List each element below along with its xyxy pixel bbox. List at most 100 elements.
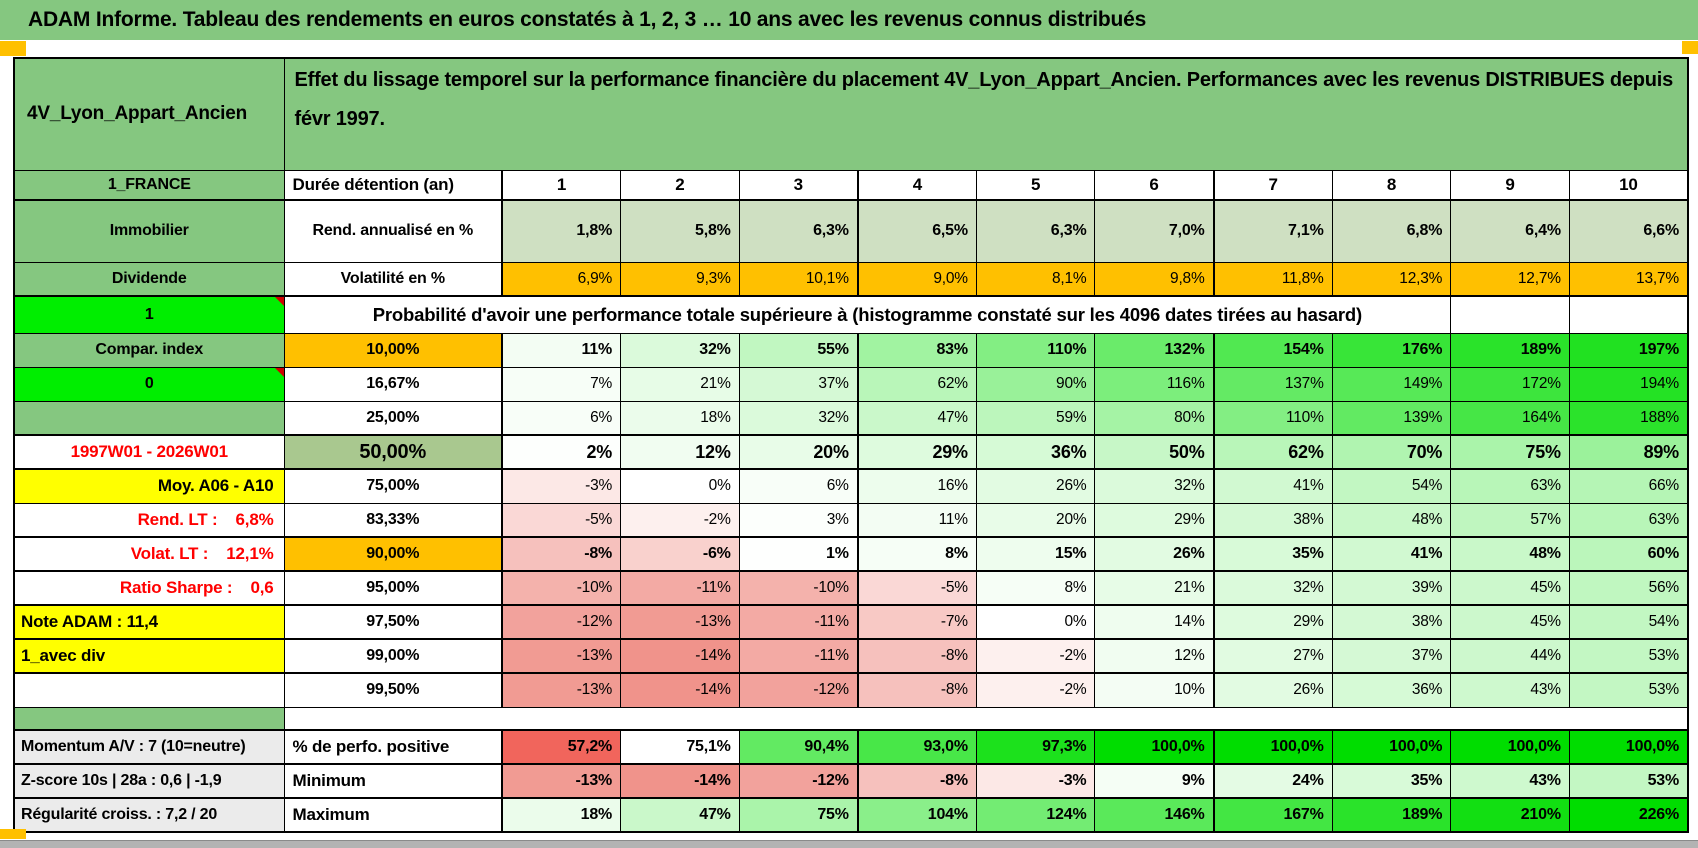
value-cell[interactable]: 13,7%: [1568, 261, 1689, 297]
horizontal-scrollbar[interactable]: [0, 840, 1698, 848]
value-cell[interactable]: 29%: [856, 434, 977, 470]
value-cell[interactable]: 6,9%: [501, 261, 622, 297]
threshold-label-cell[interactable]: 75,00%: [283, 468, 503, 504]
value-cell[interactable]: -11%: [738, 638, 859, 674]
threshold-label-cell[interactable]: 10,00%: [283, 332, 503, 368]
value-cell[interactable]: 6,6%: [1568, 199, 1689, 263]
value-cell[interactable]: 0%: [620, 468, 740, 504]
value-cell[interactable]: -2%: [975, 638, 1096, 674]
product-name-cell[interactable]: 4V_Lyon_Appart_Ancien: [13, 57, 285, 171]
value-cell[interactable]: -13%: [501, 763, 622, 799]
value-cell[interactable]: 29%: [1094, 502, 1215, 538]
value-cell[interactable]: -12%: [738, 763, 859, 799]
value-cell[interactable]: 20%: [975, 502, 1096, 538]
value-cell[interactable]: -10%: [501, 570, 622, 606]
value-cell[interactable]: -5%: [856, 570, 977, 606]
value-cell[interactable]: 37%: [1331, 638, 1452, 674]
column-header-cell[interactable]: 8: [1331, 169, 1452, 201]
column-header-cell[interactable]: 3: [738, 169, 859, 201]
value-cell[interactable]: 167%: [1212, 797, 1333, 833]
value-cell[interactable]: 6,8%: [1331, 199, 1452, 263]
title-cell[interactable]: ADAM Informe. Tableau des rendements en …: [0, 0, 1698, 40]
threshold-label-cell[interactable]: Volatilité en %: [283, 261, 503, 297]
threshold-label-cell[interactable]: Rend. annualisé en %: [283, 199, 503, 263]
threshold-label-cell[interactable]: 16,67%: [283, 366, 503, 402]
value-cell[interactable]: -5%: [501, 502, 622, 538]
value-cell[interactable]: 48%: [1331, 502, 1452, 538]
row-label-cell[interactable]: Dividende: [13, 261, 285, 297]
value-cell[interactable]: -8%: [856, 638, 977, 674]
value-cell[interactable]: 3%: [738, 502, 859, 538]
value-cell[interactable]: -7%: [856, 604, 977, 640]
row-label-cell[interactable]: 1997W01 - 2026W01: [13, 434, 285, 470]
threshold-label-cell[interactable]: % de perfo. positive: [283, 729, 503, 765]
value-cell[interactable]: 116%: [1094, 366, 1215, 402]
merged-caption-cell[interactable]: Probabilité d'avoir une performance tota…: [283, 295, 1452, 334]
threshold-label-cell[interactable]: 95,00%: [283, 570, 503, 606]
row-label-cell[interactable]: [13, 672, 285, 708]
value-cell[interactable]: 38%: [1212, 502, 1333, 538]
value-cell[interactable]: 32%: [620, 332, 740, 368]
value-cell[interactable]: -14%: [620, 672, 740, 708]
threshold-label-cell[interactable]: 90,00%: [283, 536, 503, 572]
value-cell[interactable]: 57,2%: [501, 729, 622, 765]
value-cell[interactable]: 26%: [1094, 536, 1215, 572]
value-cell[interactable]: 110%: [975, 332, 1096, 368]
value-cell[interactable]: 146%: [1094, 797, 1215, 833]
value-cell[interactable]: 226%: [1568, 797, 1689, 833]
value-cell[interactable]: 39%: [1331, 570, 1452, 606]
value-cell[interactable]: -3%: [975, 763, 1096, 799]
value-cell[interactable]: 18%: [501, 797, 622, 833]
value-cell[interactable]: 32%: [1094, 468, 1215, 504]
value-cell[interactable]: 75,1%: [620, 729, 740, 765]
threshold-label-cell[interactable]: Minimum: [283, 763, 503, 799]
value-cell[interactable]: 176%: [1331, 332, 1452, 368]
value-cell[interactable]: 189%: [1331, 797, 1452, 833]
value-cell[interactable]: 100,0%: [1331, 729, 1452, 765]
value-cell[interactable]: 90%: [975, 366, 1096, 402]
threshold-label-cell[interactable]: 25,00%: [283, 400, 503, 436]
value-cell[interactable]: 210%: [1450, 797, 1570, 833]
value-cell[interactable]: 63%: [1568, 502, 1689, 538]
value-cell[interactable]: 24%: [1212, 763, 1333, 799]
value-cell[interactable]: 100,0%: [1094, 729, 1215, 765]
value-cell[interactable]: 44%: [1450, 638, 1570, 674]
value-cell[interactable]: 21%: [620, 366, 740, 402]
value-cell[interactable]: -2%: [620, 502, 740, 538]
value-cell[interactable]: 100,0%: [1450, 729, 1570, 765]
value-cell[interactable]: 12,3%: [1331, 261, 1452, 297]
threshold-label-cell[interactable]: 99,00%: [283, 638, 503, 674]
value-cell[interactable]: 43%: [1450, 672, 1570, 708]
description-cell[interactable]: Effet du lissage temporel sur la perform…: [283, 57, 1689, 171]
value-cell[interactable]: 15%: [975, 536, 1096, 572]
value-cell[interactable]: -11%: [620, 570, 740, 606]
column-header-cell[interactable]: 6: [1094, 169, 1215, 201]
value-cell[interactable]: 9,3%: [620, 261, 740, 297]
value-cell[interactable]: -8%: [501, 536, 622, 572]
value-cell[interactable]: 53%: [1568, 672, 1689, 708]
value-cell[interactable]: 83%: [856, 332, 977, 368]
empty-cell[interactable]: [1450, 295, 1570, 334]
value-cell[interactable]: 62%: [1212, 434, 1333, 470]
value-cell[interactable]: 9,0%: [856, 261, 977, 297]
value-cell[interactable]: 124%: [975, 797, 1096, 833]
value-cell[interactable]: 9,8%: [1094, 261, 1215, 297]
value-cell[interactable]: 8%: [975, 570, 1096, 606]
row-label-cell[interactable]: [13, 400, 285, 436]
value-cell[interactable]: -3%: [501, 468, 622, 504]
value-cell[interactable]: 0%: [975, 604, 1096, 640]
value-cell[interactable]: 43%: [1450, 763, 1570, 799]
value-cell[interactable]: 10%: [1094, 672, 1215, 708]
value-cell[interactable]: 132%: [1094, 332, 1215, 368]
row-label-cell[interactable]: 1_FRANCE: [13, 169, 285, 201]
value-cell[interactable]: 80%: [1094, 400, 1215, 436]
value-cell[interactable]: 56%: [1568, 570, 1689, 606]
value-cell[interactable]: 6,3%: [738, 199, 859, 263]
value-cell[interactable]: 55%: [738, 332, 859, 368]
value-cell[interactable]: 2%: [501, 434, 622, 470]
value-cell[interactable]: 137%: [1212, 366, 1333, 402]
row-label-cell[interactable]: 1: [13, 295, 285, 334]
value-cell[interactable]: 48%: [1450, 536, 1570, 572]
row-label-cell[interactable]: Moy. A06 - A10: [13, 468, 285, 504]
value-cell[interactable]: 35%: [1212, 536, 1333, 572]
